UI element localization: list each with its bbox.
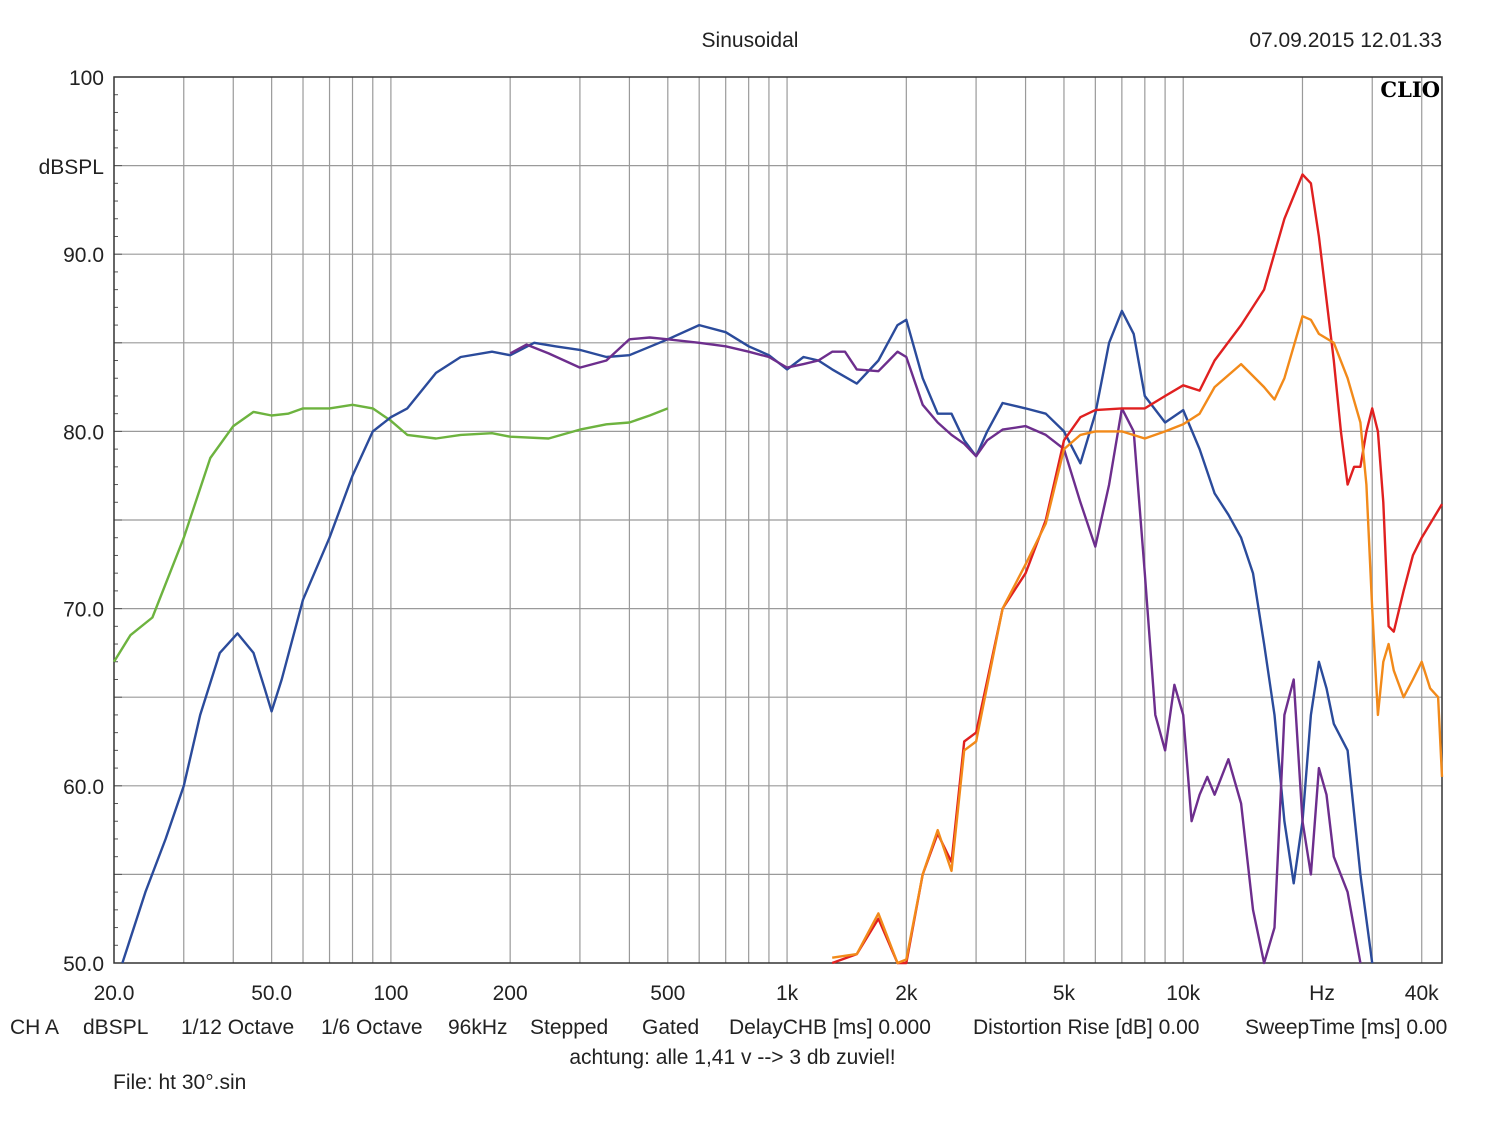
x-tick-label: 50.0: [251, 982, 292, 1005]
plot-border: [113, 76, 1443, 964]
x-axis-label: Hz: [1309, 982, 1335, 1005]
brand-logo-text: CLIO: [1380, 77, 1440, 102]
footer-setting: SweepTime [ms] 0.00: [1245, 1016, 1448, 1039]
frequency-response-chart: 20.0 50.0 100 200 500 1k 2k 5k 10k 40k 100 90.0 80.0…: [39, 29, 1444, 1005]
y-tick-label: 90.0: [63, 244, 104, 267]
y-axis-label: dBSPL: [39, 156, 104, 179]
x-tick-label: 10k: [1166, 982, 1200, 1005]
y-tick-label: 60.0: [63, 776, 104, 799]
y-tick-label: 100: [69, 67, 104, 90]
footer-setting: DelayCHB [ms] 0.000: [729, 1016, 931, 1039]
x-tick-label: 1k: [776, 982, 799, 1005]
chart-title: Sinusoidal: [702, 29, 799, 52]
timestamp: 07.09.2015 12.01.33: [1249, 29, 1442, 52]
x-tick-label: 5k: [1053, 982, 1076, 1005]
x-tick-label: 500: [650, 982, 685, 1005]
tick-labels: 20.0 50.0 100 200 500 1k 2k 5k 10k 40k 100 90.0 80.0…: [63, 67, 1439, 1005]
y-tick-label: 70.0: [63, 599, 104, 622]
footer-setting: Distortion Rise [dB] 0.00: [973, 1016, 1200, 1039]
footer-setting: Gated: [642, 1016, 700, 1039]
series-layer: [112, 173, 1444, 965]
measurement-note: achtung: alle 1,41 v --> 3 db zuviel!: [569, 1046, 896, 1069]
series-line-4: [831, 173, 1444, 965]
x-tick-label: 20.0: [94, 982, 135, 1005]
series-line-3: [509, 336, 1362, 965]
y-tick-label: 80.0: [63, 421, 104, 444]
x-tick-label: 200: [493, 982, 528, 1005]
series-line-2: [121, 309, 1374, 964]
file-name: File: ht 30°.sin: [113, 1071, 247, 1094]
x-tick-label: 40k: [1405, 982, 1439, 1005]
footer-setting: CH A: [10, 1016, 60, 1039]
footer-setting: 96kHz: [448, 1016, 508, 1039]
footer-setting: Stepped: [530, 1016, 609, 1039]
footer-setting: 1/12 Octave: [181, 1016, 295, 1039]
y-tick-label: 50.0: [63, 953, 104, 976]
footer-setting: dBSPL: [83, 1016, 149, 1039]
x-tick-label: 2k: [895, 982, 918, 1005]
series-line-1: [112, 403, 669, 663]
grid: [114, 76, 1442, 964]
footer-setting: 1/6 Octave: [321, 1016, 423, 1039]
series-line-5: [832, 315, 1444, 965]
x-tick-label: 100: [373, 982, 408, 1005]
footer-settings: CH A dBSPL 1/12 Octave 1/6 Octave 96kHz Stepp…: [0, 1016, 1500, 1046]
